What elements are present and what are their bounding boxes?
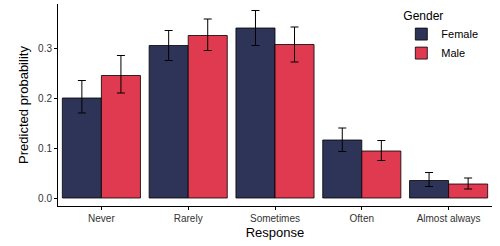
svg-text:Almost always: Almost always [417, 213, 481, 224]
svg-text:Male: Male [441, 47, 465, 59]
svg-text:Often: Often [350, 213, 374, 224]
svg-text:Gender: Gender [403, 9, 443, 23]
svg-text:0.0: 0.0 [38, 193, 52, 204]
svg-text:Never: Never [88, 213, 115, 224]
svg-text:Rarely: Rarely [174, 213, 203, 224]
svg-text:0.2: 0.2 [38, 93, 52, 104]
svg-text:0.3: 0.3 [38, 43, 52, 54]
svg-text:Response: Response [246, 225, 305, 240]
svg-text:Predicted probability: Predicted probability [16, 46, 31, 164]
svg-text:0.1: 0.1 [38, 143, 52, 154]
svg-text:Female: Female [441, 28, 478, 40]
svg-text:Sometimes: Sometimes [250, 213, 300, 224]
